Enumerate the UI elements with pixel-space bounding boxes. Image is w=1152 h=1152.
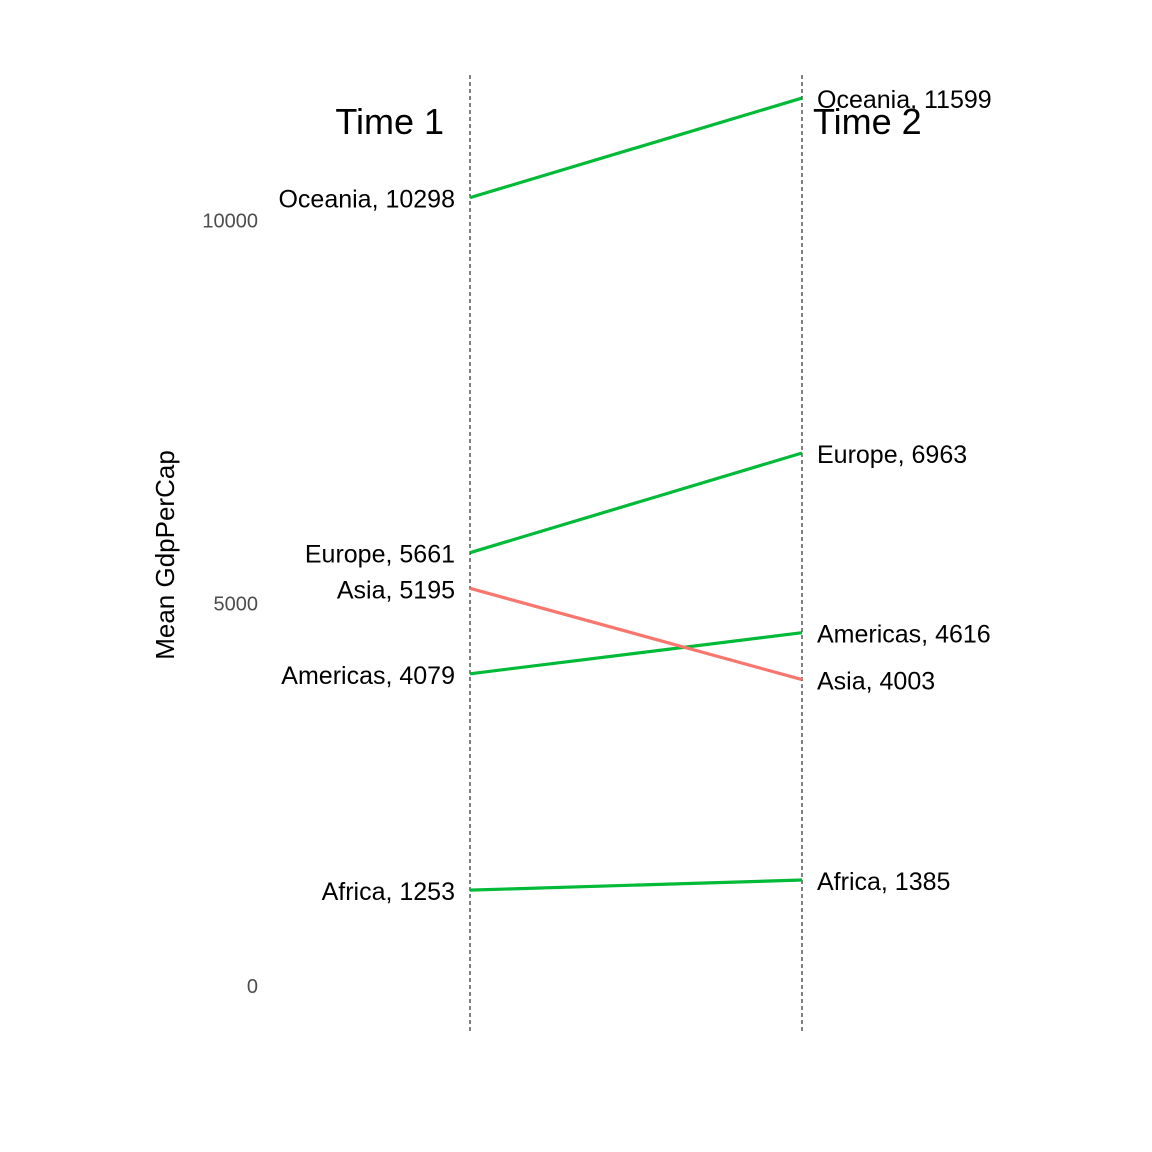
slope-line-oceania [469,96,803,200]
y-tick-label: 10000 [202,210,258,232]
time-2-label-africa: Africa, 1385 [817,868,950,896]
time-1-label-americas: Americas, 4079 [281,662,455,690]
slope-line-europe [469,451,803,555]
slope-line-americas [469,631,803,676]
time-2-header: Time 2 [813,101,922,142]
time-2-label-oceania: Oceania, 11599 [817,86,992,114]
slope-line-asia [469,586,803,682]
slope-line-africa [469,878,803,892]
y-tick-label: 5000 [214,593,259,615]
time-2-label-americas: Americas, 4616 [817,621,991,649]
time-1-label-europe: Europe, 5661 [305,541,455,569]
time-2-label-europe: Europe, 6963 [817,441,967,469]
time-2-label-asia: Asia, 4003 [817,668,935,696]
slope-lines [469,96,803,892]
time-1-label-africa: Africa, 1253 [322,878,455,906]
y-axis-ticks: 0 5000 10000 [202,210,258,998]
point-labels: Africa, 1253 Africa, 1385 Americas, 4079 Am… [278,86,991,906]
time-1-label-asia: Asia, 5195 [337,576,455,604]
y-axis-title: Mean GdpPerCap [150,450,180,660]
time-1-header: Time 1 [335,101,444,142]
y-tick-label: 0 [247,976,258,998]
time-1-label-oceania: Oceania, 10298 [278,186,455,214]
